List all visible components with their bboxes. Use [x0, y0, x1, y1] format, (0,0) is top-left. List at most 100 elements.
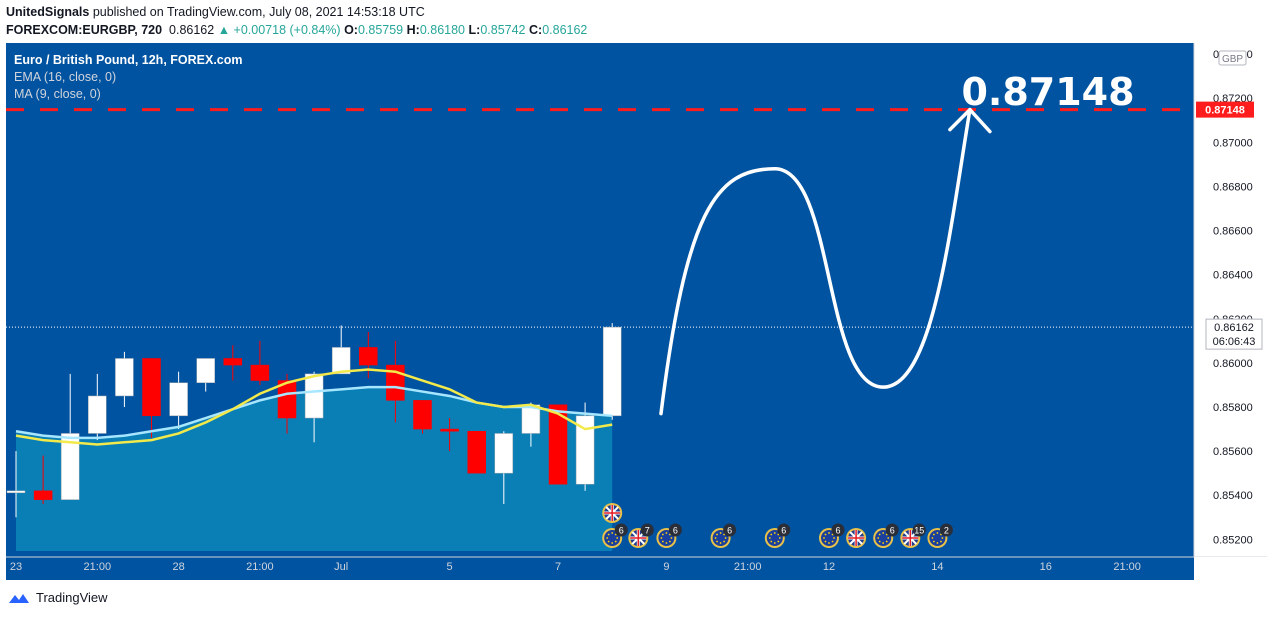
eu-event-icon[interactable]: 6 — [873, 523, 899, 549]
candle[interactable] — [467, 431, 486, 474]
candle[interactable] — [33, 455, 53, 505]
candle[interactable] — [6, 451, 26, 518]
eu-event-icon[interactable]: 6 — [819, 523, 845, 549]
candle[interactable] — [250, 340, 270, 385]
eu-event-icon[interactable]: 6 — [602, 523, 628, 549]
candle-body — [440, 428, 459, 432]
symbol-info: FOREXCOM:EURGBP, 720 0.86162 ▲ +0.00718 … — [6, 23, 587, 37]
event-count: 7 — [645, 526, 650, 536]
indicator-area-fill — [16, 387, 613, 551]
currency-label: GBP — [1222, 54, 1243, 65]
candle[interactable] — [304, 371, 324, 443]
candle-body — [88, 395, 107, 434]
uk-event-icon[interactable] — [602, 503, 623, 523]
candle-body — [602, 326, 622, 417]
chart-legend: Euro / British Pound, 12h, FOREX.com EMA… — [14, 52, 243, 103]
symbol-label: FOREXCOM:EURGBP, 720 — [6, 23, 163, 37]
candle-body — [250, 364, 270, 381]
open-value: 0.85759 — [357, 23, 404, 37]
projection-curve[interactable] — [659, 107, 972, 416]
candle[interactable] — [223, 345, 243, 381]
time-axis[interactable] — [6, 557, 1194, 580]
price-tick-label: 0.86600 — [1213, 226, 1253, 238]
event-count: 6 — [673, 526, 678, 536]
candle[interactable] — [440, 418, 459, 452]
event-count: 15 — [914, 526, 924, 536]
axis-corner — [1194, 557, 1267, 580]
up-arrow-icon: ▲ — [217, 23, 231, 37]
target-price-label[interactable]: 0.87148 — [961, 70, 1134, 114]
candle[interactable] — [115, 351, 134, 407]
candle-body — [304, 373, 324, 419]
high-label: H: — [406, 23, 420, 37]
price-tick-label: 0.85600 — [1213, 446, 1253, 458]
candle[interactable] — [331, 325, 351, 375]
eu-event-icon[interactable]: 2 — [927, 523, 953, 549]
time-tick-label: 28 — [172, 561, 184, 573]
currency-badge[interactable] — [1218, 50, 1247, 66]
legend-ema[interactable]: EMA (16, close, 0) — [14, 70, 117, 84]
legend-ma[interactable]: MA (9, close, 0) — [14, 87, 101, 101]
price-tick-label: 0.86800 — [1213, 181, 1253, 193]
price-tick-label: 0.87000 — [1213, 137, 1253, 149]
eu-event-icon[interactable]: 6 — [656, 523, 682, 549]
last-price-tag: 0.86162 06:06:43 — [1205, 318, 1263, 350]
time-tick-label: 21:00 — [84, 561, 112, 573]
candle[interactable] — [169, 371, 188, 430]
time-tick-label: Jul — [334, 561, 348, 573]
candle-body — [33, 490, 53, 500]
target-price-tag: 0.87148 — [1196, 101, 1254, 118]
price-axis[interactable] — [1194, 43, 1267, 557]
candle-body — [494, 433, 514, 474]
candle[interactable] — [88, 373, 107, 441]
candle[interactable] — [196, 358, 215, 392]
uk-event-icon[interactable]: 7 — [628, 523, 654, 549]
last-tag-price: 0.86162 — [1214, 322, 1254, 334]
price-tick-label: 0.86000 — [1213, 358, 1253, 370]
legend-title[interactable]: Euro / British Pound, 12h, FOREX.com — [14, 53, 243, 67]
time-tick-label: 9 — [663, 561, 669, 573]
low-value: 0.85742 — [480, 23, 526, 37]
price-tick-label: 0.86400 — [1213, 270, 1253, 282]
time-tick-label: 5 — [447, 561, 453, 573]
uk-event-icon[interactable]: 15 — [900, 523, 926, 549]
event-count: 6 — [781, 526, 786, 536]
low-label: L: — [468, 23, 481, 37]
price-change: +0.00718 (+0.84%) — [233, 23, 341, 37]
candle[interactable] — [413, 400, 432, 434]
uk-event-icon[interactable] — [846, 528, 867, 548]
candle[interactable] — [602, 323, 622, 420]
candle-body — [359, 347, 378, 366]
candle[interactable] — [548, 404, 568, 485]
price-tick-label: 0.85400 — [1213, 490, 1253, 502]
candle[interactable] — [575, 402, 595, 491]
ma-line — [15, 368, 613, 446]
time-tick-label: 21:00 — [1113, 561, 1141, 573]
high-value: 0.86180 — [419, 23, 466, 37]
publish-info: UnitedSignals published on TradingView.c… — [6, 5, 425, 19]
open-label: O: — [344, 23, 358, 37]
candle-body — [548, 404, 568, 485]
last-price: 0.86162 — [169, 23, 215, 37]
event-count: 6 — [835, 526, 840, 536]
candle-body — [467, 431, 486, 474]
price-tick-label: 0.85800 — [1213, 402, 1253, 414]
eu-event-icon[interactable]: 6 — [764, 523, 791, 549]
candle-body — [115, 358, 134, 397]
price-tick-label: 0.85200 — [1213, 534, 1253, 546]
footer: TradingView — [8, 590, 108, 605]
time-axis-ticks: 23 21:00 28 21:00 Jul 5 7 9 21:00 12 14 16 21:00 — [10, 561, 1141, 573]
eu-event-icon[interactable]: 6 — [710, 523, 737, 549]
candle-body — [60, 433, 80, 500]
author-name[interactable]: UnitedSignals — [6, 5, 90, 19]
time-tick-label: 23 — [10, 561, 22, 573]
time-tick-label: 16 — [1040, 561, 1052, 573]
candle[interactable] — [142, 358, 161, 438]
footer-brand[interactable]: TradingView — [36, 590, 108, 605]
economic-events: 6 7 6 6 6 6 6 15 2 — [602, 503, 953, 548]
candle-body — [169, 382, 188, 417]
candle[interactable] — [494, 431, 514, 505]
candle[interactable] — [521, 402, 541, 447]
candle-body — [142, 358, 161, 417]
